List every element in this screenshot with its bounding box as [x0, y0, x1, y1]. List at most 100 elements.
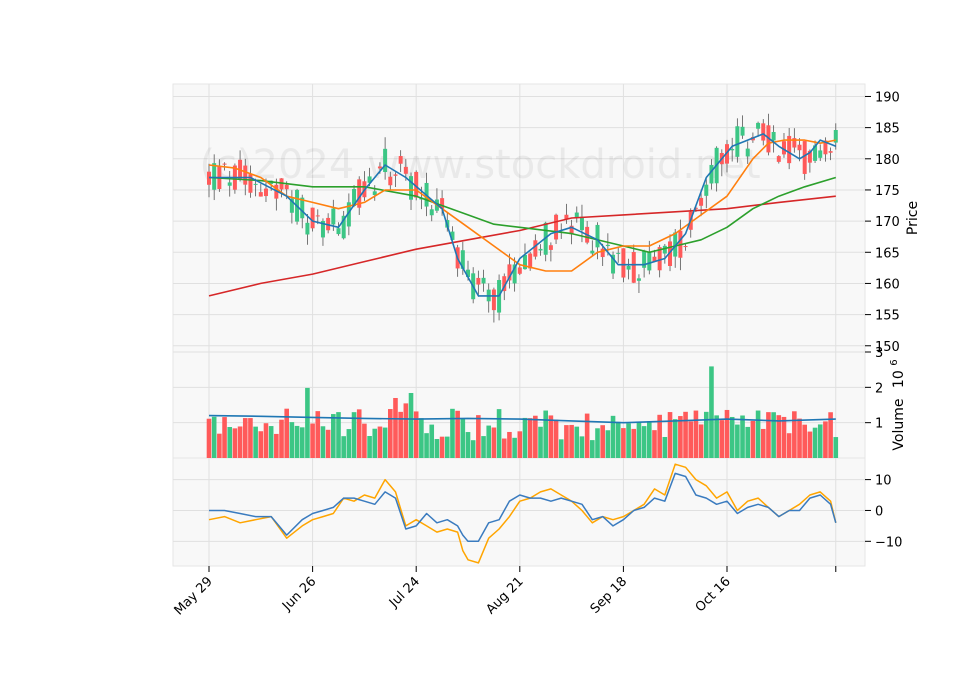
volume-bar	[217, 433, 222, 458]
volume-bar	[812, 427, 818, 458]
volume-bar	[325, 429, 331, 458]
candle-body	[616, 252, 621, 254]
candle-body	[466, 269, 470, 278]
volume-bar	[693, 410, 699, 458]
candle-body	[284, 184, 289, 190]
price-tick-label: 175	[875, 184, 900, 199]
volume-bar	[237, 426, 243, 458]
candle-body	[450, 231, 455, 240]
volume-bar	[248, 418, 253, 458]
price-tick-label: 170	[875, 215, 900, 230]
candle-body	[730, 149, 735, 151]
volume-bar	[470, 440, 476, 458]
volume-bar	[543, 410, 548, 458]
volume-bar	[569, 424, 574, 458]
candle-body	[248, 174, 253, 193]
candle-body	[590, 250, 595, 254]
candle-body	[554, 214, 559, 240]
candle-body	[823, 140, 828, 155]
candle-body	[745, 148, 750, 157]
volume-bar	[657, 414, 662, 458]
volume-bar	[621, 428, 626, 458]
candle-body	[414, 171, 419, 198]
volume-axis-label: Volume 10 6	[889, 359, 907, 450]
volume-bar	[745, 426, 751, 458]
candle-body	[320, 221, 325, 238]
candle-body	[735, 126, 740, 157]
volume-bar	[501, 438, 507, 458]
candle-body	[222, 163, 227, 165]
volume-bar	[579, 436, 585, 458]
candle-body	[548, 245, 553, 250]
volume-bar	[455, 410, 460, 458]
volume-bar	[724, 409, 730, 458]
candle-body	[781, 141, 786, 155]
candle-body	[367, 176, 372, 183]
candle-body	[761, 123, 766, 141]
volume-bar	[434, 439, 440, 458]
volume-bar	[413, 411, 419, 458]
candle-body	[569, 225, 574, 235]
volume-bar	[698, 424, 704, 458]
volume-bar	[299, 427, 305, 458]
candle-body	[372, 191, 377, 196]
price-tick-label: 155	[875, 309, 900, 324]
ma-medium-line	[208, 139, 836, 272]
volume-bar	[740, 415, 745, 458]
candle-body	[289, 198, 294, 213]
candle-body	[409, 176, 414, 200]
volume-bar	[672, 419, 678, 458]
volume-bar	[688, 421, 694, 458]
candle-body	[388, 176, 393, 186]
volume-bar	[305, 387, 310, 458]
candle-body	[595, 224, 600, 248]
candle-body	[704, 184, 709, 196]
volume-bar	[393, 397, 398, 458]
volume-bar	[341, 436, 346, 458]
volume-bar	[662, 436, 668, 458]
volume-bar	[294, 425, 300, 458]
volume-bar	[351, 412, 357, 458]
volume-bar	[574, 426, 580, 458]
candle-body	[807, 150, 812, 163]
price-tick-label: 165	[875, 246, 900, 261]
volume-bar	[792, 411, 797, 458]
candle-body	[631, 252, 636, 283]
candle-body	[212, 163, 217, 190]
candle-body	[600, 248, 605, 258]
volume-bar	[476, 415, 481, 458]
volume-bar	[222, 417, 227, 458]
volume-bar	[652, 430, 657, 458]
volume-bar	[242, 418, 248, 458]
candle-body	[699, 197, 704, 206]
volume-bar	[258, 431, 264, 458]
volume-bar	[481, 436, 486, 458]
volume-bar	[315, 411, 321, 458]
candle-body	[243, 165, 248, 185]
volume-tick-label: 2	[875, 381, 883, 396]
volume-bar	[802, 424, 807, 458]
volume-bar	[232, 428, 238, 458]
volume-bar	[331, 414, 336, 458]
candle-body	[813, 145, 818, 161]
volume-bar	[828, 412, 833, 458]
candle-body	[683, 246, 688, 248]
candle-body	[657, 247, 662, 271]
candle-body	[440, 198, 445, 209]
volume-bar	[206, 418, 212, 458]
volume-bar	[310, 423, 315, 458]
volume-bar	[320, 426, 326, 458]
candle-body	[533, 240, 538, 257]
candle-body	[522, 254, 527, 270]
volume-bar	[263, 423, 269, 458]
volume-bar	[356, 409, 362, 458]
price-panel-background	[172, 83, 866, 353]
price-tick-label: 150	[875, 340, 900, 355]
volume-bar	[372, 428, 378, 458]
volume-bar	[636, 421, 642, 458]
candle-body	[341, 215, 346, 239]
volume-bar	[605, 430, 611, 458]
candle-body	[357, 179, 362, 208]
volume-bar	[460, 418, 466, 458]
